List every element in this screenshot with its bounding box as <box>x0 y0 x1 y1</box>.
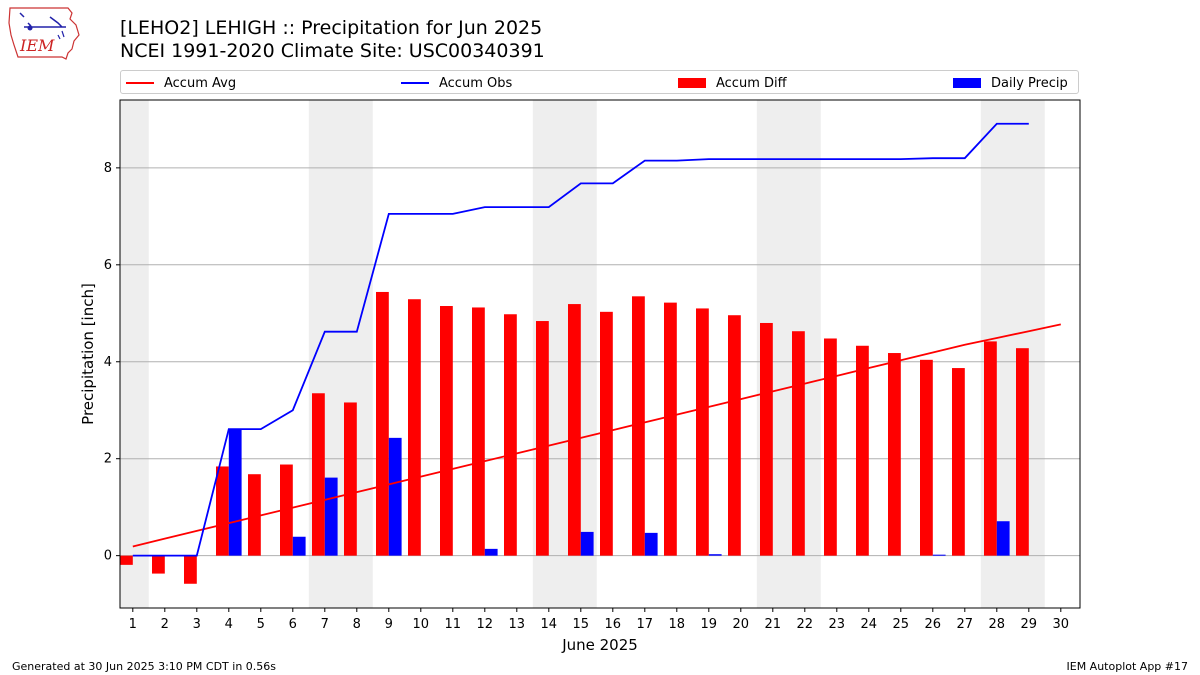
legend-item-accum-avg: Accum Avg <box>126 74 236 92</box>
daily-precip-bar <box>932 554 946 556</box>
daily-precip-bar <box>388 437 402 556</box>
x-tick-label: 1 <box>129 617 137 632</box>
x-tick-label: 27 <box>957 617 974 632</box>
accum-diff-bar <box>888 353 901 556</box>
legend-label-accum-obs: Accum Obs <box>439 75 513 91</box>
accum-diff-bar <box>408 299 421 556</box>
x-axis-label: June 2025 <box>561 636 638 654</box>
accum-diff-bar <box>632 296 645 556</box>
chart-legend: Accum Avg Accum Obs Accum Diff Daily Pre… <box>120 70 1079 94</box>
x-tick-label: 10 <box>413 617 430 632</box>
accum-diff-bar <box>824 338 837 556</box>
legend-item-daily-precip: Daily Precip <box>953 74 1068 92</box>
accum-obs-line <box>132 122 1029 557</box>
accum-diff-bar <box>920 359 933 556</box>
accum-avg-line <box>132 323 1061 548</box>
accum-diff-bar <box>1016 348 1029 556</box>
x-tick-label: 8 <box>353 617 361 632</box>
weekend-band <box>120 100 149 608</box>
accum-diff-bar <box>472 307 485 556</box>
x-tick-label: 30 <box>1053 617 1070 632</box>
accum-diff-bar <box>600 311 613 556</box>
x-tick-label: 19 <box>701 617 718 632</box>
legend-label-accum-avg: Accum Avg <box>164 75 237 91</box>
x-tick-label: 12 <box>477 617 494 632</box>
daily-precip-bar <box>708 554 722 556</box>
x-tick-label: 15 <box>573 617 590 632</box>
x-tick-label: 20 <box>733 617 750 632</box>
accum-diff-bar <box>248 474 261 556</box>
daily-precip-bar <box>228 429 242 556</box>
x-tick-label: 13 <box>509 617 526 632</box>
accum-diff-bar <box>792 331 805 556</box>
y-axis-label: Precipitation [inch] <box>79 283 97 425</box>
chart-title: [LEHO2] LEHIGH :: Precipitation for Jun … <box>120 17 543 39</box>
legend-label-accum-diff: Accum Diff <box>716 75 787 91</box>
y-tick-label: 4 <box>104 355 112 370</box>
legend-item-accum-obs: Accum Obs <box>401 74 512 92</box>
accum-diff-bar <box>952 368 965 556</box>
legend-label-daily-precip: Daily Precip <box>991 75 1068 91</box>
logo-text: IEM <box>19 36 55 55</box>
accum-diff-bar <box>344 402 357 556</box>
x-tick-label: 29 <box>1021 617 1038 632</box>
x-tick-label: 11 <box>445 617 462 632</box>
x-tick-label: 16 <box>605 617 622 632</box>
x-tick-label: 9 <box>385 617 393 632</box>
accum-diff-bar <box>376 291 389 556</box>
x-tick-label: 17 <box>637 617 654 632</box>
x-tick-label: 6 <box>289 617 297 632</box>
accum-diff-bar <box>536 321 549 556</box>
x-tick-label: 26 <box>925 617 942 632</box>
x-tick-label: 14 <box>541 617 558 632</box>
x-tick-label: 3 <box>193 617 201 632</box>
accum-diff-bar <box>664 302 677 556</box>
daily-precip-bar <box>292 536 306 556</box>
x-tick-label: 28 <box>989 617 1006 632</box>
x-tick-label: 23 <box>829 617 846 632</box>
accum-diff-bar <box>568 304 581 556</box>
x-tick-label: 5 <box>257 617 265 632</box>
footer-generated: Generated at 30 Jun 2025 3:10 PM CDT in … <box>12 660 277 673</box>
y-tick-label: 2 <box>104 452 112 467</box>
legend-item-accum-diff: Accum Diff <box>678 74 787 92</box>
x-tick-label: 25 <box>893 617 910 632</box>
daily-precip-bar <box>580 531 594 556</box>
x-tick-label: 24 <box>861 617 878 632</box>
accum-diff-bar <box>152 555 165 574</box>
iem-iowa-logo-icon: IEM <box>8 7 80 60</box>
daily-precip-bar <box>644 532 658 556</box>
daily-precip-bar <box>324 477 338 556</box>
y-tick-label: 0 <box>104 549 112 564</box>
x-tick-label: 22 <box>797 617 814 632</box>
accum-diff-bar <box>312 393 325 556</box>
plot-frame <box>119 99 1081 609</box>
accum-diff-bar <box>184 555 197 584</box>
daily-precip-bar <box>996 521 1010 556</box>
accum-diff-bar <box>440 306 453 556</box>
accum-diff-bar <box>216 466 229 556</box>
x-tick-label: 21 <box>765 617 782 632</box>
x-tick-label: 2 <box>161 617 169 632</box>
chart-subtitle: NCEI 1991-2020 Climate Site: USC00340391 <box>120 40 545 62</box>
accum-diff-bar <box>856 345 869 556</box>
daily-precip-bar <box>484 548 498 556</box>
footer-app: IEM Autoplot App #17 <box>1066 660 1189 673</box>
accum-diff-bar <box>120 555 133 565</box>
accum-diff-bar <box>984 341 997 556</box>
accum-diff-bar <box>504 314 517 556</box>
accum-diff-bar <box>760 322 773 556</box>
x-tick-label: 18 <box>669 617 686 632</box>
y-tick-label: 8 <box>104 161 112 176</box>
y-tick-label: 6 <box>104 258 112 273</box>
legend-swatch-accum-avg <box>126 82 154 84</box>
x-tick-label: 4 <box>225 617 233 632</box>
legend-swatch-accum-obs <box>401 82 429 84</box>
legend-swatch-accum-diff <box>678 78 706 88</box>
accum-diff-bar <box>696 308 709 556</box>
accum-diff-bar <box>728 315 741 556</box>
x-tick-label: 7 <box>321 617 329 632</box>
legend-swatch-daily-precip <box>953 78 981 88</box>
